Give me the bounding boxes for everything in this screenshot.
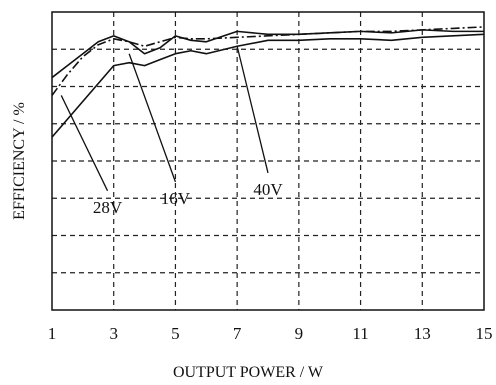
x-axis-label: OUTPUT POWER / W <box>173 364 324 381</box>
x-tick-label: 15 <box>476 324 493 343</box>
annotation-label-28v: 28V <box>93 198 123 217</box>
series-line-28v <box>51 26 485 96</box>
x-tick-labels: 1 3 5 7 9 11 13 15 <box>48 324 493 343</box>
annotation-leader-16v <box>128 53 177 183</box>
series-layer <box>51 26 485 138</box>
series-line-40v <box>51 33 485 138</box>
x-tick-label: 9 <box>295 324 304 343</box>
y-axis-label: EFFICIENCY / % <box>11 102 28 220</box>
annotation-leader-40v <box>236 46 269 174</box>
x-tick-label: 1 <box>48 324 57 343</box>
x-tick-label: 11 <box>352 324 368 343</box>
x-tick-label: 13 <box>414 324 431 343</box>
plot-frame <box>51 11 485 311</box>
annotation-label-40v: 40V <box>253 180 283 199</box>
x-tick-label: 7 <box>233 324 242 343</box>
annotation-layer: 28V 16V 40V <box>60 46 283 217</box>
annotation-label-16v: 16V <box>161 189 191 208</box>
grid <box>52 12 484 310</box>
x-tick-label: 3 <box>109 324 118 343</box>
annotation-leader-28v <box>60 95 109 192</box>
series-line-16v <box>51 29 484 79</box>
x-tick-label: 5 <box>171 324 180 343</box>
